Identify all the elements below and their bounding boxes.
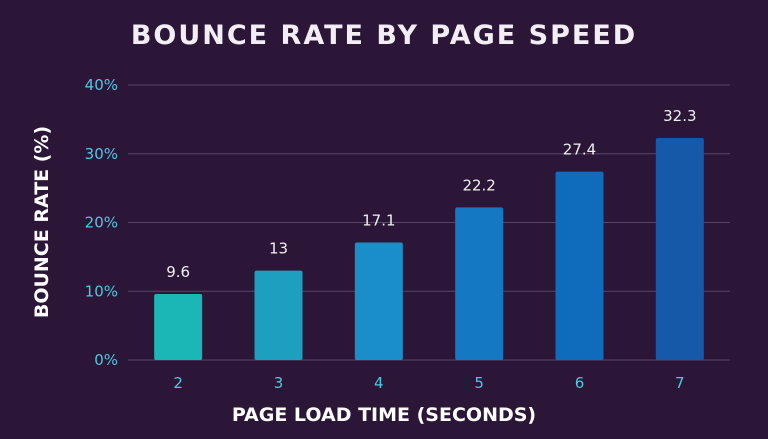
data-label-6: 27.4 (563, 141, 596, 159)
y-tick-label: 10% (85, 282, 118, 300)
x-tick-label-4: 4 (374, 374, 384, 392)
x-tick-label-7: 7 (675, 374, 685, 392)
bar-3 (254, 270, 303, 360)
y-tick-label: 30% (85, 145, 118, 163)
data-label-4: 17.1 (362, 211, 395, 229)
data-label-2: 9.6 (166, 263, 190, 281)
x-tick-label-2: 2 (173, 374, 183, 392)
y-tick-label: 40% (85, 76, 118, 94)
bar-7 (655, 137, 704, 360)
y-tick-label: 0% (94, 351, 118, 369)
bar-5 (455, 207, 504, 360)
gridlines (128, 84, 730, 361)
data-label-7: 32.3 (663, 107, 696, 125)
bars (154, 137, 704, 360)
bar-6 (555, 171, 604, 360)
x-tick-label-5: 5 (474, 374, 484, 392)
data-label-5: 22.2 (462, 176, 495, 194)
y-tick-label: 20% (85, 214, 118, 232)
bar-4 (354, 242, 403, 360)
bar-2 (154, 294, 203, 360)
x-tick-labels: 2 3 4 5 6 7 (173, 374, 684, 392)
x-tick-label-3: 3 (274, 374, 284, 392)
data-label-3: 13 (269, 240, 288, 258)
data-labels: 9.6 13 17.1 22.2 27.4 32.3 (166, 107, 696, 281)
x-axis-label: PAGE LOAD TIME (SECONDS) (231, 404, 537, 426)
x-tick-label-6: 6 (575, 374, 585, 392)
chart-title: BOUNCE RATE BY PAGE SPEED (130, 20, 638, 51)
y-tick-labels: 0% 10% 20% 30% 40% (85, 76, 118, 369)
